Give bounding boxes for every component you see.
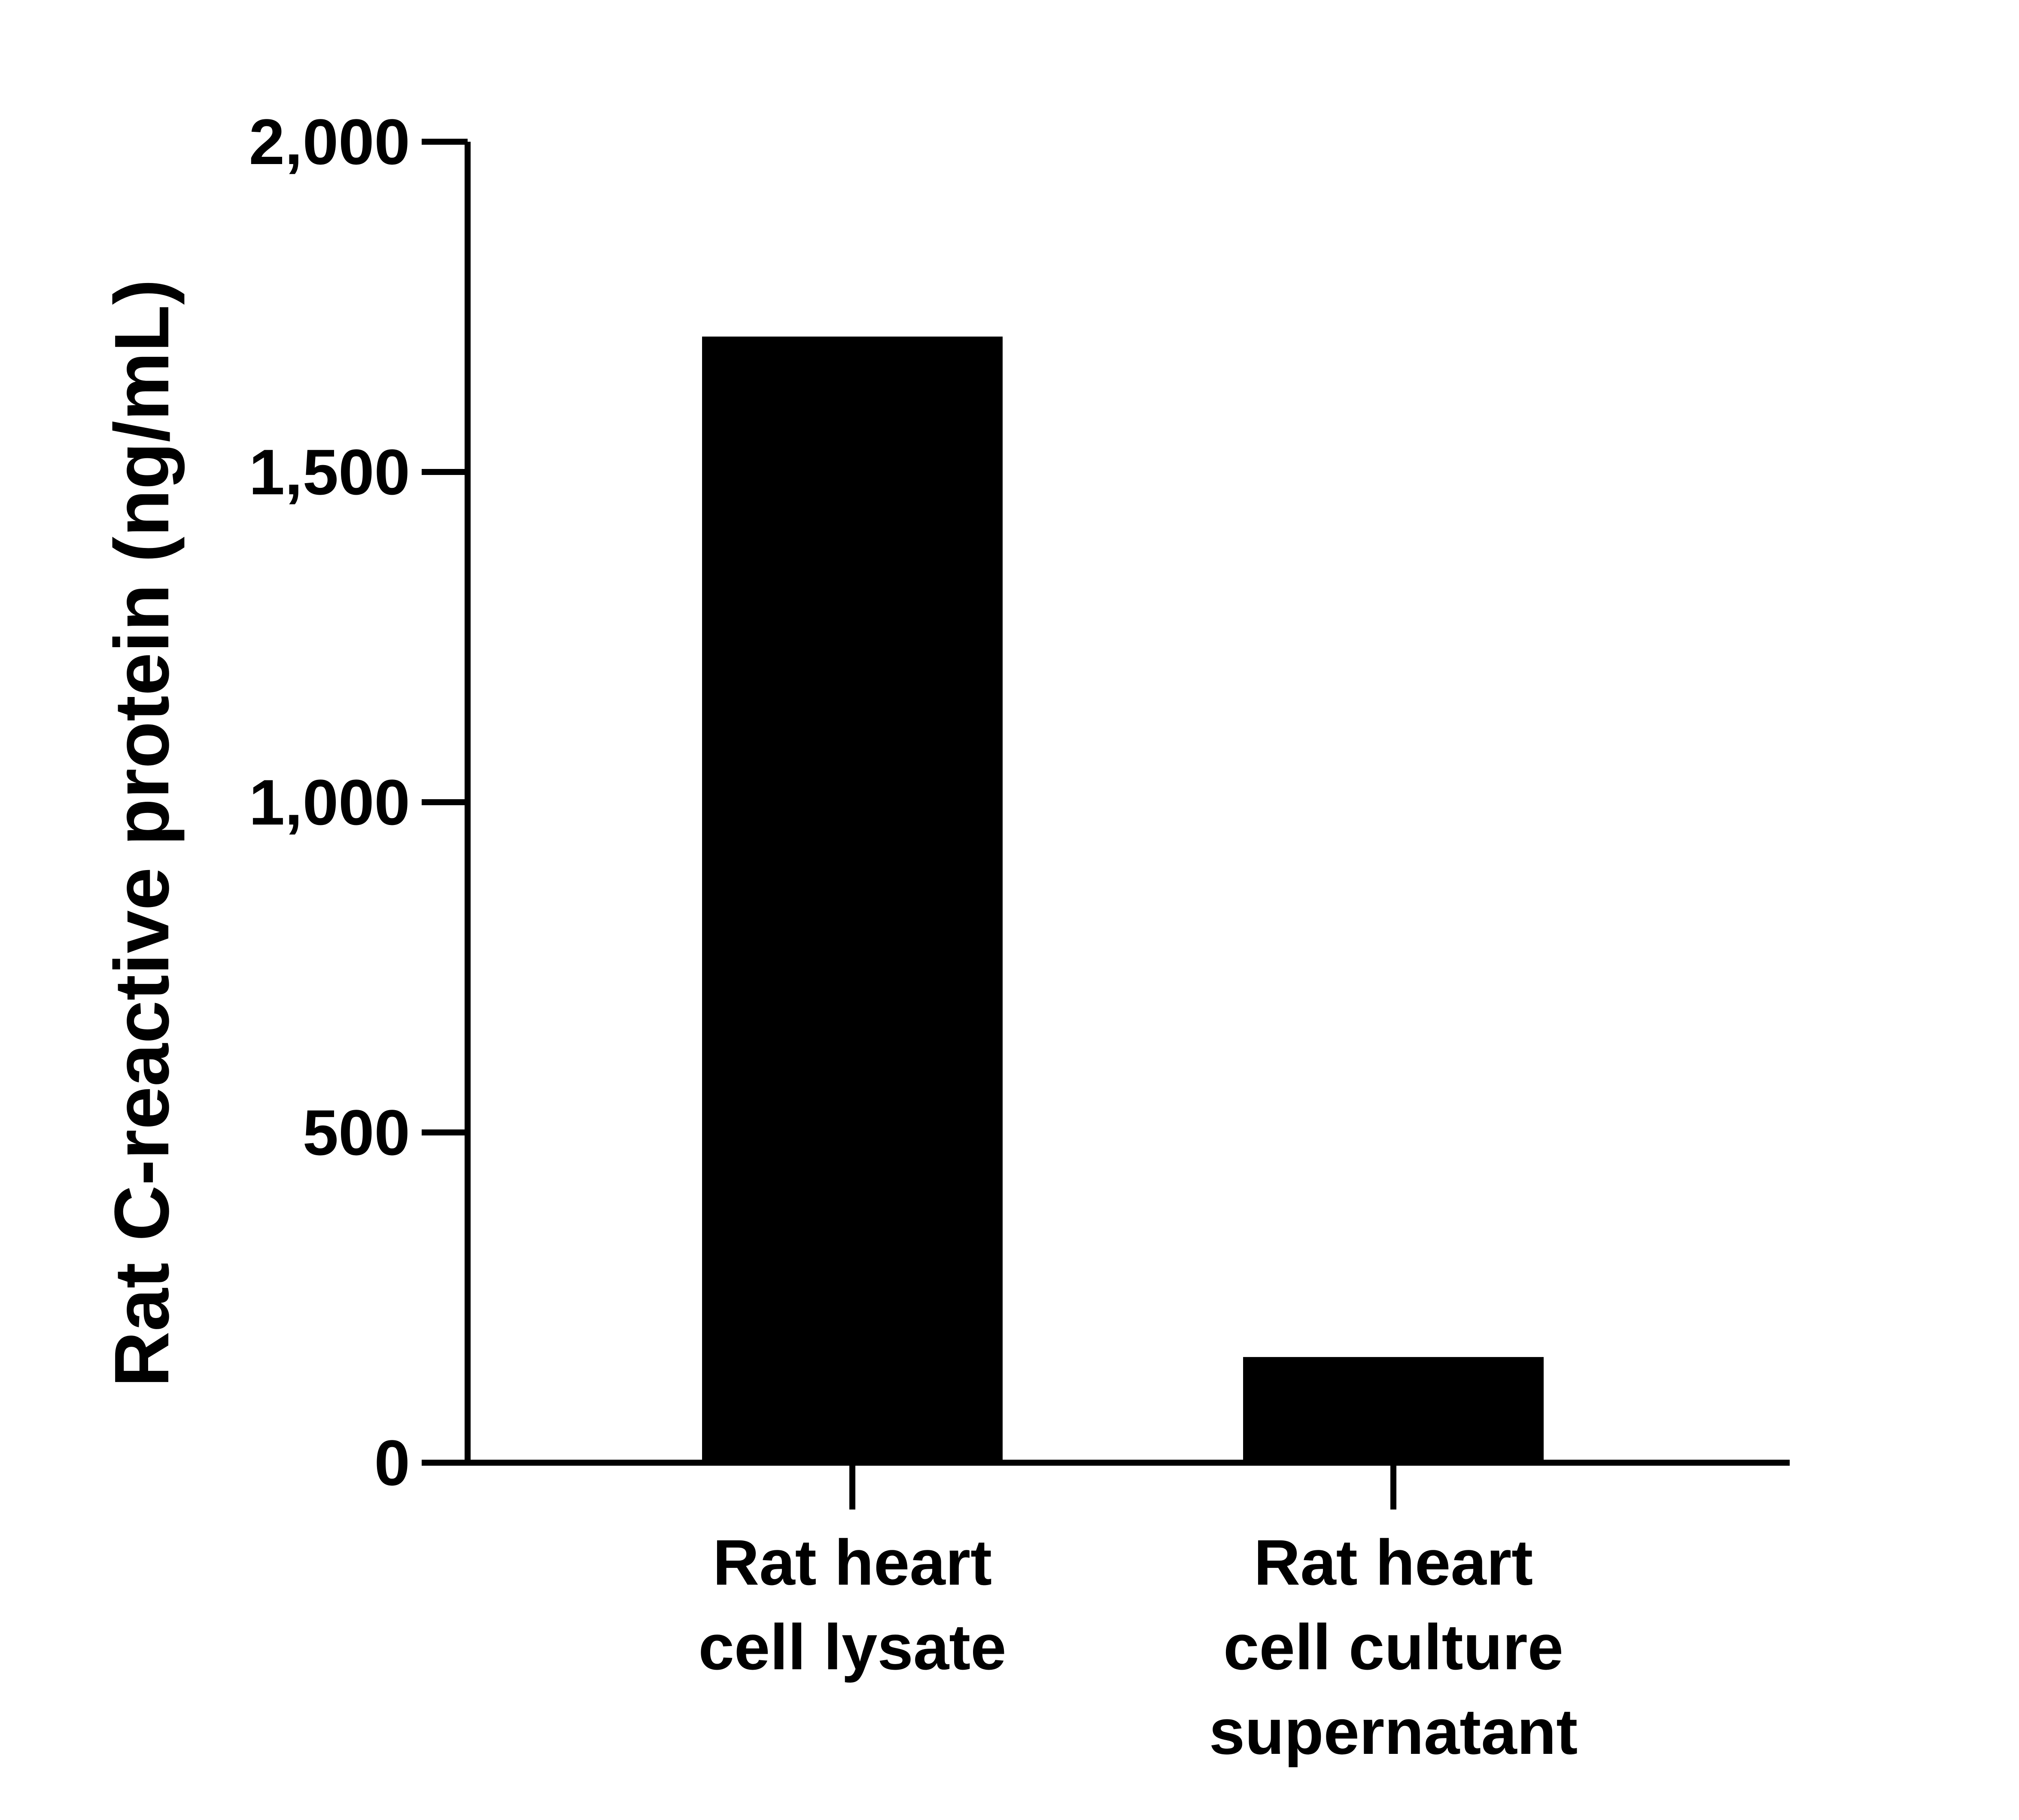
x-category-label-line: Rat heart xyxy=(713,1526,992,1598)
x-ticks-layer: Rat heart cell lysate Rat heart cell cultur… xyxy=(698,1463,1578,1768)
x-category-label-line: Rat heart xyxy=(1254,1526,1533,1598)
y-tick-label: 2,000 xyxy=(249,106,410,178)
bar-0 xyxy=(702,336,1003,1463)
x-category-label-line: supernatant xyxy=(1209,1695,1578,1768)
bars-layer xyxy=(702,336,1544,1463)
x-category-label: Rat heart cell culture supernatant xyxy=(1209,1526,1578,1768)
bar-1 xyxy=(1243,1357,1544,1463)
y-tick-label: 1,000 xyxy=(249,766,410,838)
y-tick-label: 500 xyxy=(303,1096,410,1169)
y-axis-title: Rat C-reactive protein (ng/mL) xyxy=(99,279,185,1387)
x-category-label: Rat heart cell lysate xyxy=(698,1526,1006,1683)
y-ticks-layer: 0 500 1,000 1,500 2,000 xyxy=(249,106,468,1499)
x-category-label-line: cell culture xyxy=(1223,1611,1563,1683)
x-category-label-line: cell lysate xyxy=(698,1611,1006,1683)
y-tick-label: 0 xyxy=(374,1427,410,1499)
y-tick-label: 1,500 xyxy=(249,436,410,508)
